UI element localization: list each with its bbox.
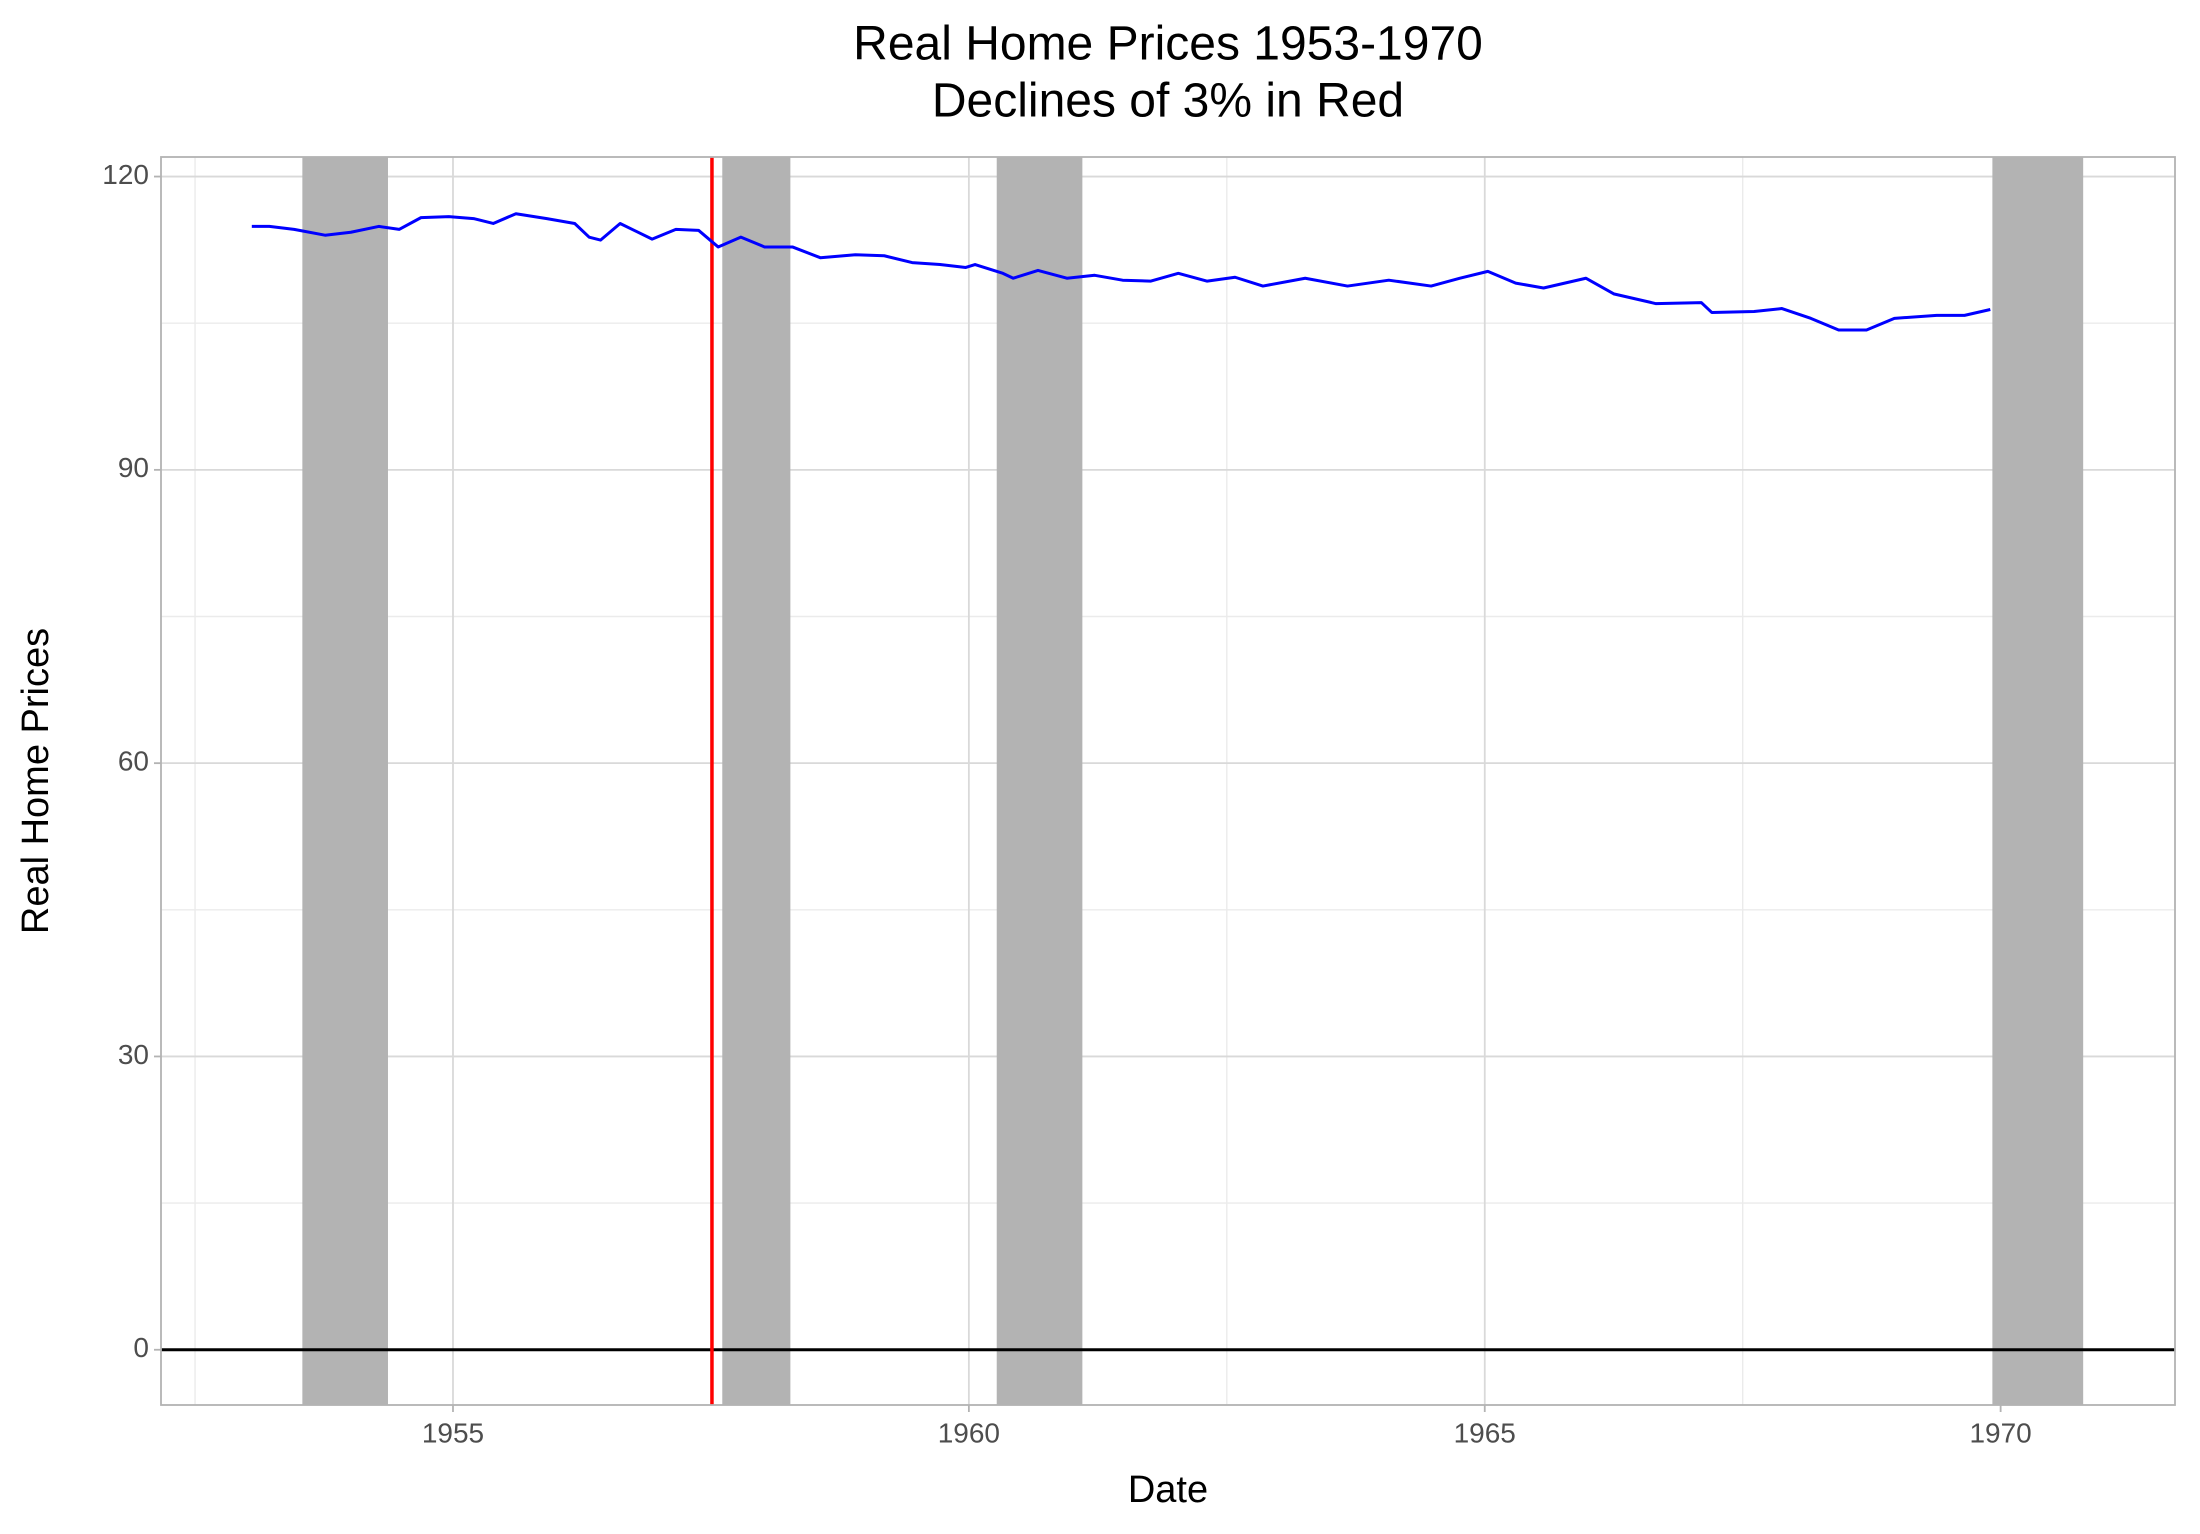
shaded-region xyxy=(302,157,388,1405)
y-tick-label: 90 xyxy=(118,452,149,483)
x-tick-label: 1960 xyxy=(938,1417,1000,1448)
y-tick-label: 30 xyxy=(118,1039,149,1070)
y-tick-label: 60 xyxy=(118,746,149,777)
y-tick-label: 0 xyxy=(133,1332,149,1363)
y-axis-title: Real Home Prices xyxy=(15,628,57,934)
x-tick-label: 1955 xyxy=(422,1417,484,1448)
chart-title: Real Home Prices 1953-1970 xyxy=(853,18,1483,71)
x-axis-title: Date xyxy=(1128,1469,1208,1511)
x-tick-label: 1965 xyxy=(1454,1417,1516,1448)
y-tick-label: 120 xyxy=(102,159,149,190)
chart-subtitle: Declines of 3% in Red xyxy=(932,75,1404,128)
shaded-region xyxy=(1992,157,2084,1405)
shaded-region xyxy=(996,157,1083,1405)
data-line xyxy=(251,212,1991,332)
panel-border xyxy=(160,156,2176,1406)
shaded-region xyxy=(722,157,791,1405)
x-tick-label: 1970 xyxy=(1969,1417,2031,1448)
